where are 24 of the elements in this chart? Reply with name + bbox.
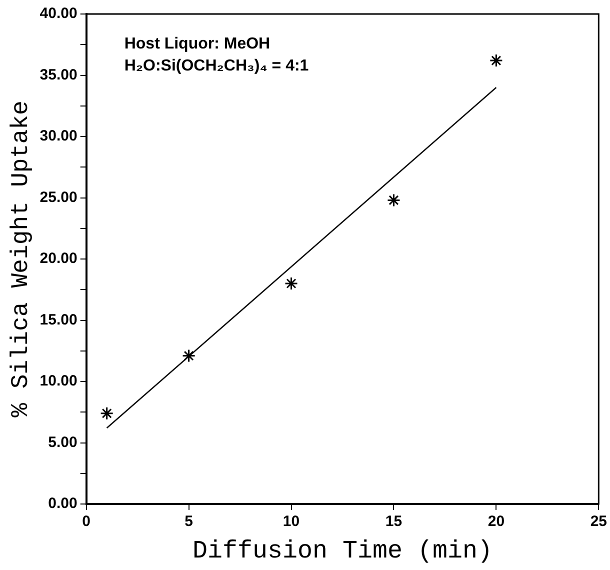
- point: [489, 54, 503, 68]
- y-tick-label: 25.00: [40, 188, 78, 206]
- y-tick-label: 0.00: [48, 495, 78, 512]
- y-tick-label: 5.00: [48, 434, 78, 451]
- annotation: Host Liquor: MeOH: [124, 35, 270, 52]
- x-tick-label: 25: [590, 513, 607, 530]
- x-tick-label: 20: [488, 513, 505, 530]
- x-tick-label: 15: [385, 513, 402, 530]
- point: [100, 406, 114, 420]
- y-tick-label: 40.00: [40, 5, 78, 22]
- x-tick-label: 0: [82, 513, 91, 530]
- point: [284, 276, 298, 290]
- annotation: H₂O:Si(OCH₂CH₃)₄ = 4:1: [124, 57, 309, 74]
- y-tick-label: 10.00: [40, 372, 78, 390]
- point: [182, 349, 196, 363]
- point: [386, 193, 400, 207]
- y-tick-label: 15.00: [40, 311, 78, 328]
- y-axis-title: % Silica Weight Uptake: [8, 100, 35, 418]
- y-tick-label: 35.00: [40, 66, 78, 84]
- x-axis-title: Diffusion Time (min): [192, 536, 493, 566]
- x-tick-label: 5: [184, 513, 193, 530]
- x-tick-label: 10: [282, 513, 300, 530]
- y-tick-label: 20.00: [40, 250, 78, 268]
- y-tick-label: 30.00: [40, 128, 78, 145]
